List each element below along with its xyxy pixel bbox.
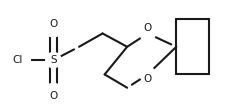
Circle shape <box>46 22 61 37</box>
Text: O: O <box>144 24 152 33</box>
Circle shape <box>140 26 155 41</box>
Text: O: O <box>49 19 58 29</box>
Text: Cl: Cl <box>12 55 23 65</box>
Circle shape <box>46 83 61 98</box>
Circle shape <box>140 67 155 82</box>
Text: O: O <box>144 74 152 84</box>
Circle shape <box>46 52 61 68</box>
Circle shape <box>15 52 30 68</box>
Text: O: O <box>49 91 58 101</box>
Text: S: S <box>50 55 57 65</box>
